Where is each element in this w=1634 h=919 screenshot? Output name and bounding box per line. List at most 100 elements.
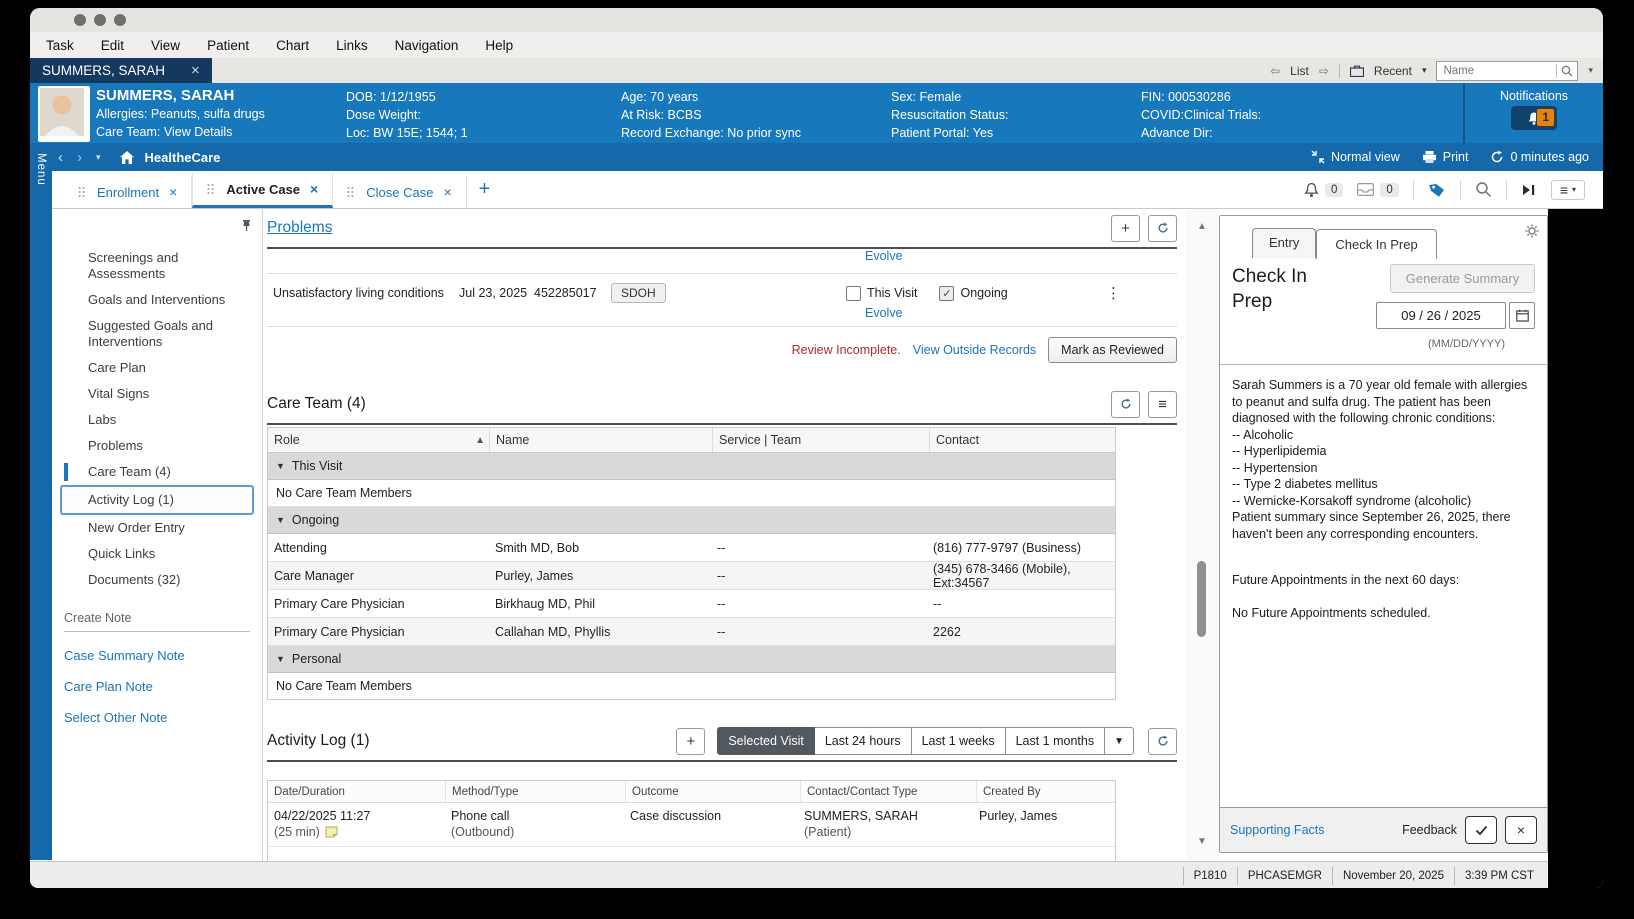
menu-help[interactable]: Help [485, 37, 514, 53]
activity-add-button[interactable]: + [676, 727, 706, 755]
group-this-visit[interactable]: ▼ This Visit [268, 453, 1115, 480]
calendar-button[interactable] [1509, 302, 1535, 329]
menu-chart[interactable]: Chart [276, 37, 310, 53]
activity-row[interactable]: 04/22/2025 11:27 (25 min) Phone call (Ou… [268, 803, 1115, 847]
collapse-caret-icon[interactable]: ▼ [276, 654, 285, 664]
problems-title-link[interactable]: Problems [267, 219, 333, 236]
feedback-approve-button[interactable] [1465, 816, 1497, 844]
collapse-caret-icon[interactable]: ▼ [276, 461, 285, 471]
group-ongoing[interactable]: ▼ Ongoing [268, 507, 1115, 534]
print-button[interactable]: Print [1422, 150, 1468, 164]
sidebar-item-care-plan[interactable]: Care Plan [88, 360, 146, 375]
care-team-row[interactable]: Care Manager Purley, James -- (345) 678-… [268, 562, 1115, 590]
care-team-refresh-button[interactable] [1111, 390, 1140, 418]
window-close-button[interactable] [74, 14, 86, 26]
recent-label[interactable]: Recent [1373, 63, 1412, 78]
evolve-link[interactable]: Evolve [865, 249, 903, 263]
sidebar-item-labs[interactable]: Labs [88, 412, 117, 427]
generate-summary-button[interactable]: Generate Summary [1390, 264, 1535, 293]
filter-more-chevron-icon[interactable]: ▼ [1105, 727, 1134, 755]
column-contact-type[interactable]: Contact/Contact Type [801, 781, 977, 802]
patient-photo[interactable] [38, 86, 90, 142]
list-label[interactable]: List [1290, 63, 1309, 78]
filter-last-1-weeks[interactable]: Last 1 weeks [911, 727, 1006, 755]
drag-handle-icon[interactable] [78, 187, 85, 197]
mark-as-reviewed-button[interactable]: Mark as Reviewed [1048, 337, 1177, 363]
list-forward-icon[interactable]: ⇨ [1318, 63, 1329, 78]
activity-refresh-button[interactable] [1148, 727, 1177, 755]
gear-icon[interactable] [1525, 224, 1539, 238]
patient-tab-close-icon[interactable]: × [191, 62, 200, 79]
ongoing-checkbox[interactable]: ✓ Ongoing [939, 285, 1008, 301]
sidebar-item-problems[interactable]: Problems [88, 438, 143, 453]
window-minimize-button[interactable] [94, 14, 106, 26]
care-team-row[interactable]: Primary Care Physician Callahan MD, Phyl… [268, 618, 1115, 646]
drag-handle-icon[interactable] [207, 184, 215, 194]
back-icon[interactable]: ‹ [58, 148, 63, 166]
checkbox-unchecked-icon[interactable] [846, 285, 861, 301]
column-name[interactable]: Name [490, 428, 713, 452]
drag-handle-icon[interactable] [347, 187, 355, 197]
scroll-up-icon[interactable]: ▲ [1197, 221, 1207, 232]
messages-button[interactable]: 0 [1357, 182, 1399, 197]
sidebar-item-new-order-entry[interactable]: New Order Entry [88, 520, 185, 535]
checkbox-checked-icon[interactable]: ✓ [939, 285, 955, 301]
check-in-date-input[interactable]: 09 / 26 / 2025 [1376, 302, 1506, 329]
column-outcome[interactable]: Outcome [626, 781, 801, 802]
collapse-panel-button[interactable] [1521, 183, 1537, 197]
sidebar-item-vital-signs[interactable]: Vital Signs [88, 386, 150, 401]
search-icon[interactable] [1561, 65, 1573, 77]
tab-close-icon[interactable]: × [310, 181, 319, 197]
recent-chevron-icon[interactable]: ▾ [1421, 65, 1427, 75]
history-dropdown-icon[interactable]: ▾ [96, 151, 101, 162]
sidebar-item-suggested-goals[interactable]: Suggested Goals and Interventions [88, 318, 214, 349]
main-scrollbar[interactable]: ▲ ▼ [1187, 209, 1219, 861]
note-icon[interactable] [325, 826, 338, 838]
column-created-by[interactable]: Created By [983, 785, 1041, 798]
menu-edit[interactable]: Edit [100, 37, 125, 53]
filter-selected-visit[interactable]: Selected Visit [717, 727, 815, 755]
sidebar-item-quick-links[interactable]: Quick Links [88, 546, 156, 561]
tab-close-case[interactable]: Close Case × [333, 176, 467, 208]
notifications-bell-button[interactable]: 1 [1511, 106, 1557, 130]
care-team-row[interactable]: Attending Smith MD, Bob -- (816) 777-979… [268, 534, 1115, 562]
sidebar-item-screenings[interactable]: Screenings and Assessments [88, 250, 179, 281]
sidebar-item-documents[interactable]: Documents (32) [88, 572, 181, 587]
window-zoom-button[interactable] [114, 14, 126, 26]
tab-active-case[interactable]: Active Case × [192, 173, 334, 208]
problems-refresh-button[interactable] [1148, 214, 1177, 242]
this-visit-checkbox[interactable]: This Visit [846, 285, 917, 301]
forward-icon[interactable]: › [77, 148, 82, 166]
alerts-bell-button[interactable]: 0 [1304, 182, 1344, 198]
tab-entry[interactable]: Entry [1252, 228, 1317, 258]
care-team-row[interactable]: Primary Care Physician Birkhaug MD, Phil… [268, 590, 1115, 618]
sidebar-item-activity-log[interactable]: Activity Log (1) [60, 485, 254, 515]
home-icon[interactable] [119, 150, 135, 165]
refresh-timer-button[interactable]: 0 minutes ago [1490, 150, 1589, 164]
menu-navigation[interactable]: Navigation [394, 37, 459, 53]
menu-patient[interactable]: Patient [207, 37, 250, 53]
scrollbar-thumb[interactable] [1197, 561, 1206, 637]
column-date-duration[interactable]: Date/Duration [268, 781, 446, 802]
tag-button[interactable] [1428, 182, 1446, 198]
tab-check-in-prep[interactable]: Check In Prep [1316, 229, 1437, 259]
evolve-link[interactable]: Evolve [865, 306, 903, 320]
menu-side-strip[interactable]: Menu [30, 143, 52, 860]
add-tab-button[interactable]: + [478, 178, 491, 200]
normal-view-button[interactable]: Normal view [1311, 150, 1400, 164]
patient-strip-dropdown-icon[interactable]: ▾ [1588, 65, 1593, 75]
problems-add-button[interactable]: + [1111, 214, 1140, 242]
collapse-caret-icon[interactable]: ▼ [276, 515, 285, 525]
menu-links[interactable]: Links [336, 37, 368, 53]
tab-close-icon[interactable]: × [169, 184, 178, 200]
sidebar-item-goals[interactable]: Goals and Interventions [88, 292, 226, 307]
case-summary-note-link[interactable]: Case Summary Note [64, 648, 185, 663]
patient-tab[interactable]: SUMMERS, SARAH × [30, 58, 212, 83]
sidebar-item-care-team[interactable]: Care Team (4) [52, 459, 250, 485]
filter-last-1-months[interactable]: Last 1 months [1005, 727, 1106, 755]
group-personal[interactable]: ▼ Personal [268, 646, 1115, 673]
menu-task[interactable]: Task [46, 37, 74, 53]
care-team-list-view-button[interactable]: ≡ [1148, 390, 1177, 418]
supporting-facts-link[interactable]: Supporting Facts [1230, 823, 1325, 837]
scroll-down-icon[interactable]: ▼ [1197, 836, 1207, 847]
